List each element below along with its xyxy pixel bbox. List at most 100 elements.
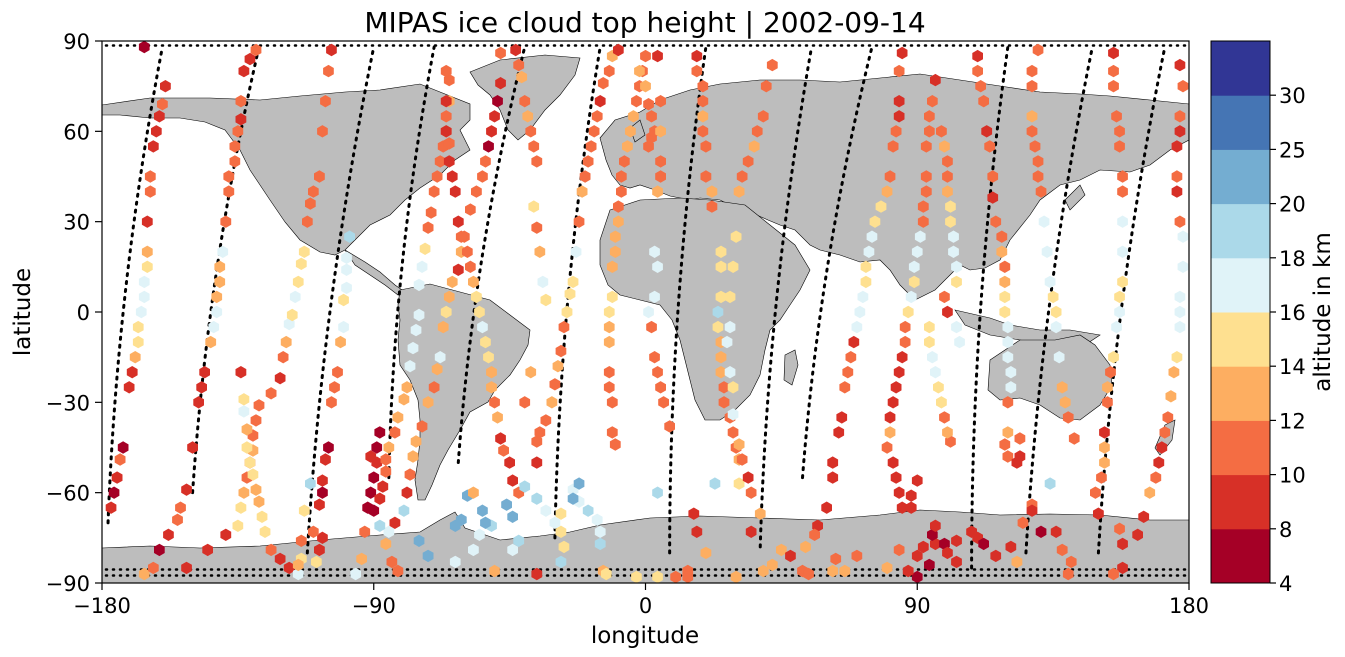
cloud-marker (733, 438, 745, 451)
cloud-marker (501, 498, 512, 511)
cloud-marker (138, 275, 150, 289)
cloud-marker (132, 320, 144, 334)
cloud-marker (108, 486, 120, 499)
cloud-marker (573, 477, 585, 490)
cloud-marker (712, 320, 724, 334)
cloud-marker (1117, 275, 1128, 289)
cloud-marker (1177, 230, 1189, 243)
cloud-marker (631, 95, 642, 108)
cloud-marker (1156, 441, 1168, 454)
cloud-marker (884, 426, 896, 439)
cloud-marker (138, 290, 150, 304)
cloud-marker (407, 341, 419, 355)
orbit-track (106, 45, 164, 525)
cloud-marker (308, 525, 319, 538)
colorbar-tick-label: 8 (1279, 518, 1292, 542)
cloud-marker (603, 381, 615, 394)
cloud-marker (899, 320, 911, 334)
cloud-marker (1174, 305, 1186, 319)
cloud-marker (905, 290, 917, 304)
cloud-marker (163, 528, 174, 541)
cloud-marker (308, 185, 319, 198)
cloud-marker (474, 305, 485, 319)
y-tick-label: −90 (46, 572, 90, 596)
cloud-marker (884, 411, 896, 424)
cloud-marker (924, 558, 935, 572)
colorbar-segment (1211, 528, 1270, 584)
y-axis: 90 60 30 0 −30 −60 −90 (46, 30, 102, 596)
land-north-america (102, 83, 471, 256)
orbit-track (1096, 45, 1167, 555)
cloud-marker (733, 185, 745, 198)
cloud-marker (1114, 522, 1125, 535)
colorbar-segment (1211, 312, 1270, 367)
cloud-marker (223, 170, 235, 183)
cloud-marker (338, 320, 349, 334)
cloud-marker (954, 335, 965, 349)
cloud-marker (250, 43, 262, 57)
cloud-marker (148, 561, 159, 575)
cloud-marker (1171, 185, 1183, 198)
cloud-marker (250, 483, 262, 496)
cloud-marker (449, 185, 461, 198)
cloud-marker (513, 58, 525, 72)
x-tick-label: 90 (904, 594, 931, 618)
colorbar-segment (1211, 366, 1270, 421)
cloud-marker (440, 64, 452, 78)
cloud-marker (927, 351, 938, 364)
cloud-marker (1093, 507, 1104, 520)
cloud-marker (332, 366, 343, 379)
cloud-marker (1011, 555, 1023, 569)
cloud-marker (917, 215, 929, 228)
cloud-marker (860, 260, 872, 273)
colorbar: 4 8 10 12 14 16 18 20 25 30 (1210, 40, 1306, 596)
cloud-marker (652, 49, 663, 63)
cloud-marker (942, 426, 953, 439)
cloud-marker (933, 381, 944, 394)
cloud-marker (890, 471, 902, 484)
cloud-marker (594, 537, 606, 551)
cloud-marker (848, 335, 860, 349)
cloud-marker (845, 351, 857, 364)
cloud-marker (329, 381, 340, 394)
cloud-marker (144, 185, 156, 198)
cloud-marker (181, 483, 192, 496)
cloud-marker (1056, 543, 1068, 557)
cloud-marker (129, 351, 141, 364)
cloud-marker (477, 320, 488, 334)
cloud-marker (893, 543, 905, 557)
cloud-marker (1035, 525, 1047, 538)
cloud-marker (800, 540, 811, 554)
cloud-marker (652, 570, 663, 583)
cloud-marker (253, 495, 265, 508)
cloud-marker (908, 260, 920, 273)
cloud-marker (326, 43, 337, 57)
cloud-marker (908, 275, 920, 289)
cloud-marker (135, 305, 147, 319)
cloud-marker (199, 366, 210, 379)
cloud-marker (468, 543, 479, 557)
orbit-track (456, 45, 527, 465)
cloud-marker (1038, 215, 1050, 228)
cloud-marker (691, 525, 703, 538)
cloud-marker (531, 492, 543, 505)
cloud-marker (289, 290, 301, 304)
cloud-marker (1053, 351, 1065, 364)
cloud-marker (160, 80, 171, 93)
cloud-marker (649, 290, 660, 304)
cloud-marker (1050, 525, 1062, 538)
cloud-marker (401, 486, 413, 499)
cloud-marker (238, 405, 250, 418)
cloud-marker (540, 504, 552, 517)
cloud-marker (733, 477, 745, 490)
cloud-marker (890, 125, 902, 138)
cloud-marker (990, 549, 1002, 563)
cloud-marker (1032, 155, 1044, 168)
cloud-marker (619, 155, 630, 168)
cloud-marker (851, 320, 863, 334)
cloud-marker (292, 558, 304, 572)
cloud-marker (1117, 170, 1128, 183)
cloud-marker (899, 335, 911, 349)
cloud-marker (286, 308, 298, 322)
